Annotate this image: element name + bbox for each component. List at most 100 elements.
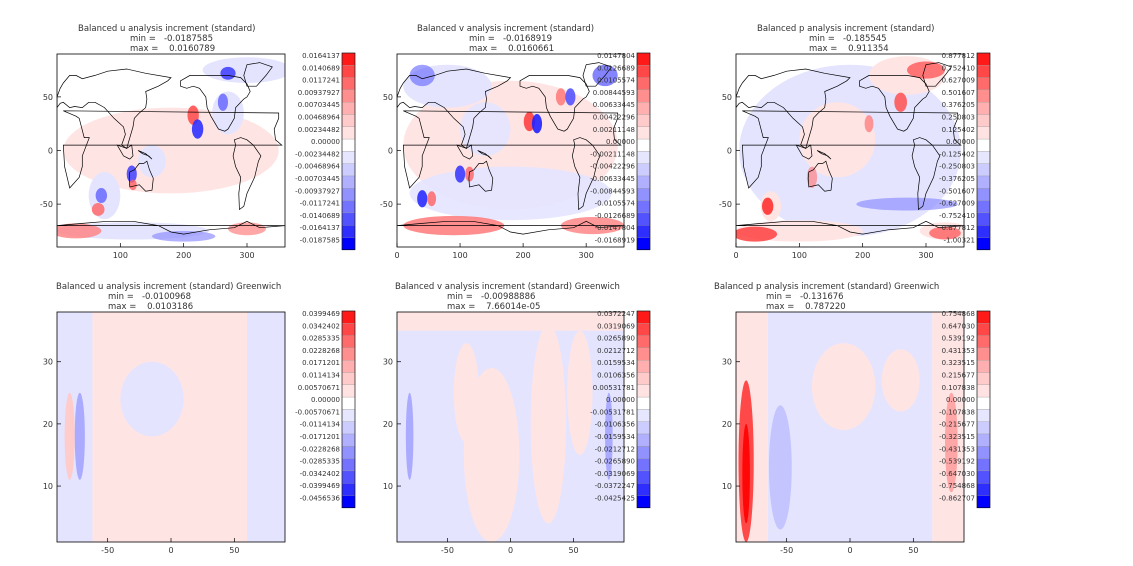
colorbar-label: -0.250803 xyxy=(939,163,975,171)
field-feature xyxy=(427,191,437,207)
colorbar-swatch xyxy=(976,126,991,140)
plot-area xyxy=(57,54,285,247)
colorbar-swatch xyxy=(341,335,356,349)
coastline xyxy=(116,144,134,160)
colorbar-label: 0.00000 xyxy=(606,138,635,146)
coastline xyxy=(922,62,952,87)
y-tick-label: 50 xyxy=(383,93,393,102)
colorbar-label: 0.00211148 xyxy=(593,126,635,134)
colorbar-label: -0.00633445 xyxy=(590,175,635,183)
y-tick-label: -50 xyxy=(40,200,53,209)
colorbar-swatch xyxy=(976,335,991,349)
colorbar-label: 0.0399469 xyxy=(302,310,340,318)
field-feature xyxy=(460,102,511,156)
panel-title: Balanced p analysis increment (standard)… xyxy=(757,24,934,54)
colorbar-label: -0.107838 xyxy=(939,408,975,416)
panel-title: Balanced u analysis increment (standard)… xyxy=(78,24,255,54)
coastline xyxy=(736,68,851,149)
x-tick-label: 300 xyxy=(239,251,254,260)
coastline xyxy=(243,62,273,87)
colorbar-swatch xyxy=(341,188,356,201)
coastline xyxy=(57,220,285,235)
colorbar-label: -0.00531781 xyxy=(590,408,635,416)
colorbar-label: 0.0285335 xyxy=(302,335,340,343)
colorbar-label: 0.00234482 xyxy=(298,126,340,134)
colorbar-swatch xyxy=(636,495,651,508)
colorbar-swatch xyxy=(341,360,356,373)
colorbar-label: -0.752410 xyxy=(939,212,975,220)
colorbar-swatch xyxy=(976,77,991,91)
colorbar-swatch xyxy=(976,225,991,238)
colorbar-swatch xyxy=(636,138,651,152)
colorbar-label: 0.00570671 xyxy=(298,384,340,392)
colorbar-label: 0.00468964 xyxy=(298,114,341,122)
field-feature xyxy=(929,226,961,240)
colorbar-swatch xyxy=(341,396,356,410)
colorbar-label: 0.501607 xyxy=(942,89,975,97)
field-feature xyxy=(453,343,479,443)
field-feature xyxy=(455,165,466,183)
x-tick-label: 300 xyxy=(918,251,933,260)
colorbar-swatch xyxy=(341,446,356,459)
colorbar-swatch xyxy=(636,77,651,91)
colorbar-swatch xyxy=(636,421,651,435)
colorbar-swatch xyxy=(636,52,651,66)
coastline xyxy=(456,144,474,160)
colorbar-label: 0.00703445 xyxy=(298,101,340,109)
colorbar-label: 0.0342402 xyxy=(302,322,340,330)
colorbar-label: 0.0114134 xyxy=(302,372,340,380)
field-feature xyxy=(742,423,750,524)
colorbar-label: -0.754868 xyxy=(939,482,975,490)
colorbar-label: -0.376205 xyxy=(939,175,975,183)
field-feature xyxy=(217,93,228,111)
panel-min: min = -0.131676 xyxy=(766,292,844,302)
x-tick-label: -50 xyxy=(441,546,454,555)
colorbar-label: 0.752410 xyxy=(942,64,975,72)
coastline xyxy=(816,150,832,160)
coastline xyxy=(477,150,492,160)
colorbar-label: 0.0117241 xyxy=(302,77,340,85)
colorbar-swatch xyxy=(341,433,356,447)
colorbar-swatch xyxy=(976,102,991,115)
plot-area xyxy=(397,54,624,247)
colorbar-label: -0.215677 xyxy=(939,421,975,429)
coastline xyxy=(57,68,172,149)
colorbar-swatch xyxy=(976,89,991,103)
y-tick-label: 20 xyxy=(722,420,732,429)
y-tick-label: 0 xyxy=(48,147,53,156)
colorbar-label: -0.0212712 xyxy=(595,445,635,453)
field-feature xyxy=(228,222,266,236)
colorbar-frame xyxy=(341,310,356,509)
colorbar-swatch xyxy=(976,237,991,250)
colorbar-swatch xyxy=(636,188,651,201)
colorbar-label: 0.00937927 xyxy=(298,89,340,97)
colorbar-swatch xyxy=(341,323,356,336)
colorbar-swatch xyxy=(341,237,356,250)
panel-p-greenwich: -50 0 50 30 20 10 0.754868 0.647030 0.539192 0.43… xyxy=(722,310,991,555)
field-feature xyxy=(57,223,102,239)
colorbar-label: -0.862707 xyxy=(939,495,975,503)
colorbar-label: 0.00531781 xyxy=(593,384,635,392)
x-tick-label: 200 xyxy=(176,251,191,260)
colorbar-frame xyxy=(976,52,991,251)
colorbar-label: -0.0140689 xyxy=(300,212,340,220)
colorbar-label: 0.0319069 xyxy=(597,322,635,330)
colorbar-swatch xyxy=(636,114,651,127)
colorbar-swatch xyxy=(341,151,356,164)
colorbar-swatch xyxy=(341,384,356,398)
y-tick-label: 10 xyxy=(383,482,393,491)
field-feature xyxy=(736,226,778,242)
y-tick-label: 30 xyxy=(383,358,393,367)
colorbar-swatch xyxy=(341,65,356,78)
coastline xyxy=(582,62,612,87)
x-tick-label: 100 xyxy=(452,251,467,260)
colorbar-label: 0.00000 xyxy=(946,138,975,146)
field-feature xyxy=(95,188,108,204)
plot-area xyxy=(57,312,285,542)
field-band xyxy=(247,312,285,542)
panel-title: Balanced v analysis increment (standard)… xyxy=(417,24,594,54)
colorbar-frame xyxy=(976,310,991,509)
colorbar-label: 0.754868 xyxy=(942,310,975,318)
colorbar-swatch xyxy=(976,409,991,422)
colorbar-swatch xyxy=(341,310,356,324)
